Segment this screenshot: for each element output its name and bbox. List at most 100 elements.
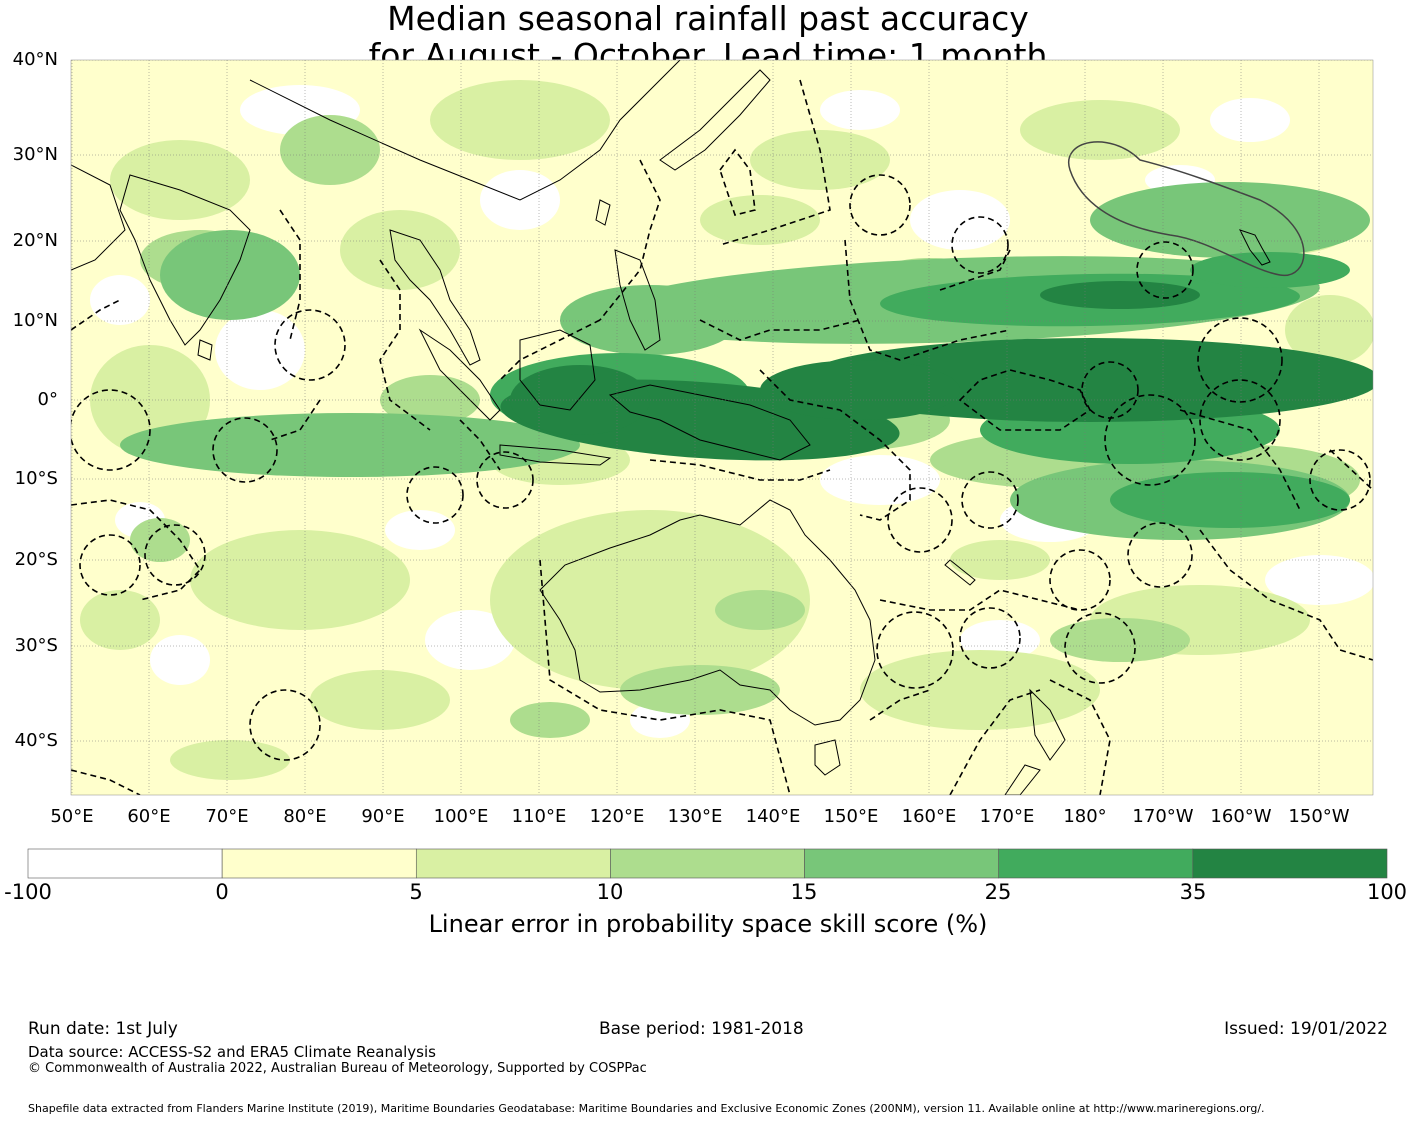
skill-region	[1210, 98, 1290, 142]
skill-region	[820, 455, 940, 505]
skill-region	[760, 360, 960, 420]
lon-label: 90°E	[361, 806, 405, 827]
eez-island-boundary	[959, 607, 1021, 669]
eez-island-boundary	[887, 487, 953, 553]
colorbar-tick: 10	[596, 880, 624, 904]
eez-island-boundary	[274, 309, 346, 381]
skill-region	[1020, 100, 1180, 160]
skill-region	[910, 190, 1010, 250]
coastline	[197, 339, 213, 361]
lon-label: 170°E	[979, 806, 1035, 827]
coastline	[595, 199, 611, 226]
skill-region	[430, 80, 610, 160]
skill-region	[110, 140, 250, 220]
skill-region	[1190, 252, 1350, 288]
lon-label: 140°E	[745, 806, 801, 827]
lon-label: 150°W	[1288, 806, 1350, 827]
colorbar-tick: -100	[4, 880, 52, 904]
skill-region	[860, 650, 1100, 730]
coastline	[614, 249, 661, 351]
lon-label: 180°	[1063, 806, 1107, 827]
base-period: Base period: 1981-2018	[599, 1019, 804, 1039]
eez-boundary	[879, 589, 1081, 611]
eez-island-boundary	[212, 417, 278, 483]
eez-island-boundary	[79, 534, 141, 596]
skill-region	[130, 518, 190, 562]
skill-region	[1050, 618, 1190, 662]
skill-region	[90, 275, 150, 325]
eez-island-boundary	[144, 524, 206, 586]
skill-region	[80, 590, 160, 650]
lon-label: 150°E	[823, 806, 879, 827]
lon-label: 160°W	[1210, 806, 1272, 827]
lon-label: 60°E	[127, 806, 171, 827]
eez-boundary	[939, 249, 1011, 291]
eez-boundary	[459, 419, 501, 471]
eez-island-boundary	[1136, 241, 1194, 299]
lon-label: 70°E	[205, 806, 249, 827]
lat-label: 0°	[37, 389, 58, 410]
skill-region	[310, 670, 450, 730]
eez-boundary	[1199, 529, 1373, 661]
lon-label: 130°E	[667, 806, 723, 827]
skill-region	[950, 540, 1050, 580]
eez-boundary	[71, 299, 121, 331]
eez-island-boundary	[1309, 449, 1371, 511]
eez-boundary	[949, 689, 1041, 795]
coastlines	[71, 60, 1305, 795]
colorbar-swatch	[998, 848, 1194, 879]
eez-boundary	[1049, 679, 1111, 795]
eez-boundary	[719, 148, 756, 216]
colorbar-swatch	[221, 848, 417, 879]
coastline	[249, 60, 681, 201]
eez-island-boundary	[406, 466, 464, 524]
skill-region	[750, 130, 890, 190]
skill-score-map	[27, 59, 1388, 879]
eez-boundary	[71, 769, 141, 795]
skill-region	[620, 665, 780, 715]
highlight-boundary	[1067, 141, 1305, 276]
lon-label: 50°E	[50, 806, 94, 827]
coastline	[539, 499, 876, 726]
eez-island-boundary	[951, 216, 1009, 274]
eez-island-boundary	[961, 471, 1019, 529]
eez-boundary	[1179, 409, 1301, 511]
colorbar-tick: 100	[1366, 880, 1408, 904]
skill-region	[510, 702, 590, 738]
lat-label: 10°S	[14, 468, 58, 489]
lat-label: 10°N	[12, 310, 58, 331]
skill-region	[820, 90, 900, 130]
eez-island-boundary	[1199, 379, 1281, 461]
eez-island-boundary	[476, 451, 534, 509]
map-area	[71, 60, 1373, 795]
skill-region	[1110, 472, 1350, 528]
lat-label: 20°S	[14, 549, 58, 570]
skill-region	[1285, 295, 1373, 365]
coastline	[608, 384, 811, 461]
colorbar	[27, 848, 1388, 879]
run-date: Run date: 1st July	[28, 1019, 178, 1039]
eez-island-boundary	[1197, 317, 1283, 403]
coastline	[389, 229, 481, 366]
skill-region	[510, 365, 650, 435]
coastline	[418, 328, 501, 421]
skill-score-field	[80, 80, 1373, 780]
skill-region	[150, 635, 210, 685]
coastline	[659, 69, 771, 171]
eez-boundary	[699, 319, 861, 341]
eez-boundary	[649, 459, 831, 481]
colorbar-swatch	[415, 848, 611, 879]
lon-label: 120°E	[589, 806, 645, 827]
skill-region	[380, 375, 480, 425]
eez-island-boundary	[249, 689, 321, 761]
skill-region	[425, 610, 515, 670]
skill-region	[1090, 182, 1370, 258]
skill-region	[340, 210, 460, 290]
colorbar-tick: 25	[984, 880, 1012, 904]
eez-boundary	[71, 499, 202, 601]
eez-boundary	[844, 239, 1011, 361]
skill-region	[215, 310, 305, 390]
skill-region	[1040, 281, 1200, 309]
eez-island-boundary	[1064, 612, 1136, 684]
coastline	[519, 329, 596, 411]
